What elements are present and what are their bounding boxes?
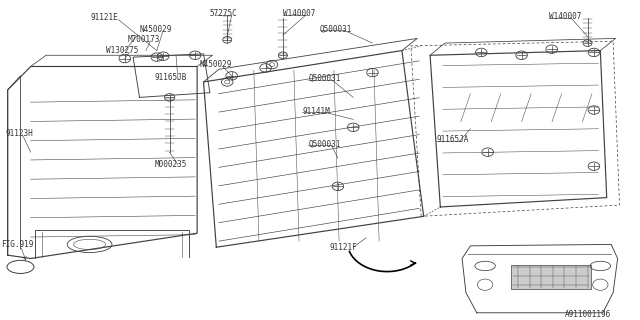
Bar — [511, 265, 591, 289]
Text: W140007: W140007 — [549, 12, 582, 21]
Text: Q500031: Q500031 — [320, 25, 353, 34]
Text: 57275C: 57275C — [210, 9, 237, 18]
Text: Q500031: Q500031 — [308, 140, 341, 149]
Text: Q500031: Q500031 — [308, 74, 341, 83]
Text: W140007: W140007 — [283, 9, 316, 18]
Text: 91121E: 91121E — [91, 13, 118, 22]
Text: FIG.919: FIG.919 — [1, 240, 34, 249]
Text: M000235: M000235 — [155, 160, 188, 169]
Text: N450029: N450029 — [140, 25, 172, 34]
Text: N450029: N450029 — [200, 60, 232, 69]
Text: 91123H: 91123H — [5, 129, 33, 138]
Text: 91165JB: 91165JB — [155, 73, 188, 82]
Text: M700173: M700173 — [128, 35, 161, 44]
Text: 91141M: 91141M — [302, 107, 330, 116]
Text: 91165JA: 91165JA — [436, 135, 469, 144]
Text: 91121F: 91121F — [330, 243, 357, 252]
Text: W130275: W130275 — [106, 46, 138, 55]
Text: A911001196: A911001196 — [564, 310, 611, 319]
